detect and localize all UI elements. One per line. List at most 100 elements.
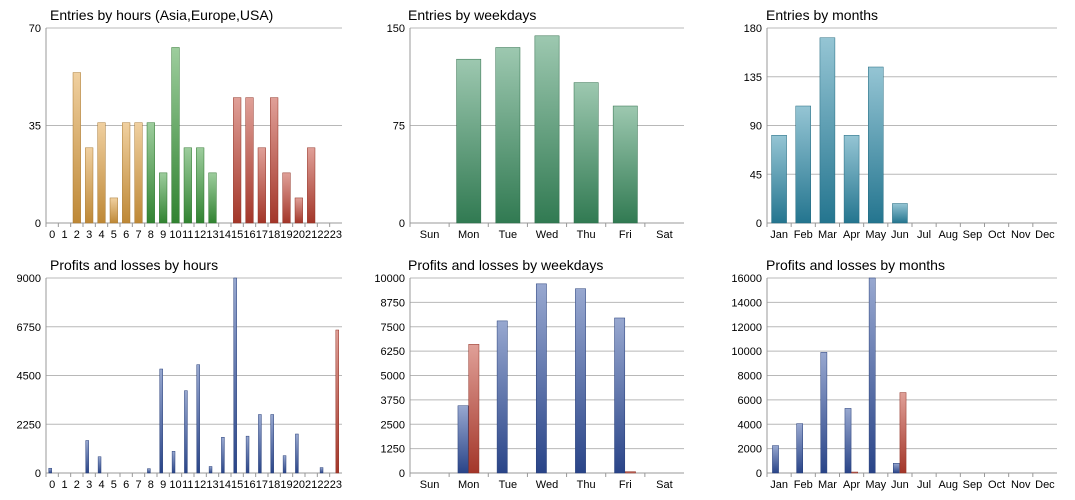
bar bbox=[534, 35, 560, 224]
chart-title: Profits and losses by months bbox=[766, 257, 945, 273]
x-tick-label: Mar bbox=[818, 479, 837, 491]
bar bbox=[796, 423, 804, 474]
chart-title: Profits and losses by hours bbox=[50, 257, 218, 273]
x-tick-label: 15 bbox=[231, 229, 243, 241]
x-tick-label: 6 bbox=[123, 229, 129, 241]
y-tick-label: 0 bbox=[756, 468, 762, 480]
bar bbox=[614, 317, 626, 474]
y-tick-label: 6000 bbox=[738, 395, 762, 407]
bar bbox=[573, 82, 599, 224]
bar bbox=[282, 455, 287, 474]
x-tick-label: 15 bbox=[231, 479, 243, 491]
bar bbox=[844, 408, 852, 474]
x-tick-label: Apr bbox=[843, 229, 860, 241]
bar bbox=[892, 203, 908, 224]
bar bbox=[868, 277, 876, 474]
x-tick-label: Mon bbox=[458, 479, 479, 491]
x-tick-label: 14 bbox=[219, 229, 231, 241]
chart-title: Entries by months bbox=[766, 7, 878, 23]
bar bbox=[233, 97, 242, 224]
x-tick-label: 1 bbox=[61, 229, 67, 241]
bar bbox=[97, 122, 106, 224]
x-tick-label: Sep bbox=[963, 229, 983, 241]
y-tick-label: 45 bbox=[750, 169, 762, 181]
y-tick-label: 0 bbox=[35, 468, 41, 480]
bar bbox=[134, 122, 143, 224]
bar bbox=[282, 172, 291, 224]
x-tick-label: Wed bbox=[536, 479, 558, 491]
y-tick-label: 0 bbox=[35, 218, 41, 230]
x-tick-label: Aug bbox=[938, 479, 958, 491]
y-tick-label: 35 bbox=[29, 121, 41, 133]
x-tick-label: May bbox=[865, 479, 886, 491]
x-tick-label: 19 bbox=[280, 229, 292, 241]
chart-pl-hours: Profits and losses by hours0225045006750… bbox=[17, 257, 342, 491]
bar bbox=[535, 283, 547, 474]
bar bbox=[159, 172, 168, 224]
bar bbox=[196, 364, 200, 474]
bar bbox=[122, 122, 131, 224]
x-tick-label: 3 bbox=[86, 479, 92, 491]
bar bbox=[72, 72, 81, 224]
x-tick-label: 20 bbox=[293, 229, 305, 241]
y-tick-label: 0 bbox=[756, 218, 762, 230]
y-tick-label: 75 bbox=[393, 121, 405, 133]
x-tick-label: 2 bbox=[74, 229, 80, 241]
bar bbox=[772, 445, 779, 474]
x-tick-label: 12 bbox=[194, 229, 206, 241]
x-tick-label: 18 bbox=[268, 229, 280, 241]
bar bbox=[851, 471, 858, 474]
bar bbox=[307, 147, 316, 224]
bar bbox=[575, 288, 586, 474]
bar bbox=[795, 105, 811, 224]
x-tick-label: 19 bbox=[280, 479, 292, 491]
x-tick-label: Jan bbox=[770, 229, 788, 241]
y-tick-label: 12000 bbox=[731, 322, 762, 334]
bar bbox=[457, 405, 469, 474]
y-tick-label: 6250 bbox=[381, 346, 405, 358]
chart-pl-months: Profits and losses by months 0 2000 4000 600… bbox=[731, 257, 1057, 491]
y-tick-label: 2000 bbox=[738, 444, 762, 456]
bar bbox=[843, 135, 860, 224]
bar bbox=[85, 147, 94, 224]
x-tick-label: Wed bbox=[536, 229, 558, 241]
chart-entries-weekdays: Entries by weekdays 0 75 150 Sun Mon Tue Wed Thu… bbox=[387, 7, 684, 241]
x-tick-label: 14 bbox=[219, 479, 231, 491]
y-tick-label: 1250 bbox=[381, 444, 405, 456]
x-tick-label: 4 bbox=[98, 229, 104, 241]
x-tick-label: Fri bbox=[619, 229, 632, 241]
bar bbox=[97, 456, 102, 474]
x-tick-label: Aug bbox=[938, 229, 958, 241]
x-tick-label: Sun bbox=[420, 229, 440, 241]
x-tick-label: 2 bbox=[74, 479, 80, 491]
bar bbox=[184, 390, 188, 474]
x-tick-label: Dec bbox=[1035, 479, 1055, 491]
x-tick-label: 8 bbox=[148, 479, 154, 491]
chart-entries-hours: Entries by hours (Asia,Europe,USA)035700… bbox=[29, 7, 342, 241]
bar bbox=[820, 352, 828, 474]
x-tick-label: 10 bbox=[169, 479, 181, 491]
y-tick-label: 70 bbox=[29, 23, 41, 35]
x-tick-label: 23 bbox=[330, 229, 342, 241]
bar bbox=[196, 147, 205, 224]
y-tick-label: 8000 bbox=[738, 371, 762, 383]
x-tick-label: 1 bbox=[61, 479, 67, 491]
x-tick-label: Sep bbox=[963, 479, 983, 491]
x-tick-label: Feb bbox=[794, 479, 813, 491]
y-tick-label: 135 bbox=[744, 72, 762, 84]
x-tick-label: 10 bbox=[169, 229, 181, 241]
y-tick-label: 0 bbox=[399, 218, 405, 230]
bar bbox=[295, 433, 299, 474]
y-tick-label: 7500 bbox=[381, 322, 405, 334]
bar bbox=[468, 344, 480, 474]
bar bbox=[893, 463, 900, 474]
x-tick-label: Mon bbox=[458, 229, 479, 241]
x-tick-label: 11 bbox=[182, 479, 193, 491]
bar bbox=[625, 471, 636, 474]
bar bbox=[868, 66, 884, 224]
y-tick-label: 10000 bbox=[731, 346, 762, 358]
x-tick-label: Jan bbox=[770, 479, 788, 491]
x-tick-label: 3 bbox=[86, 229, 92, 241]
x-tick-label: 21 bbox=[305, 479, 317, 491]
x-tick-label: Thu bbox=[577, 479, 596, 491]
